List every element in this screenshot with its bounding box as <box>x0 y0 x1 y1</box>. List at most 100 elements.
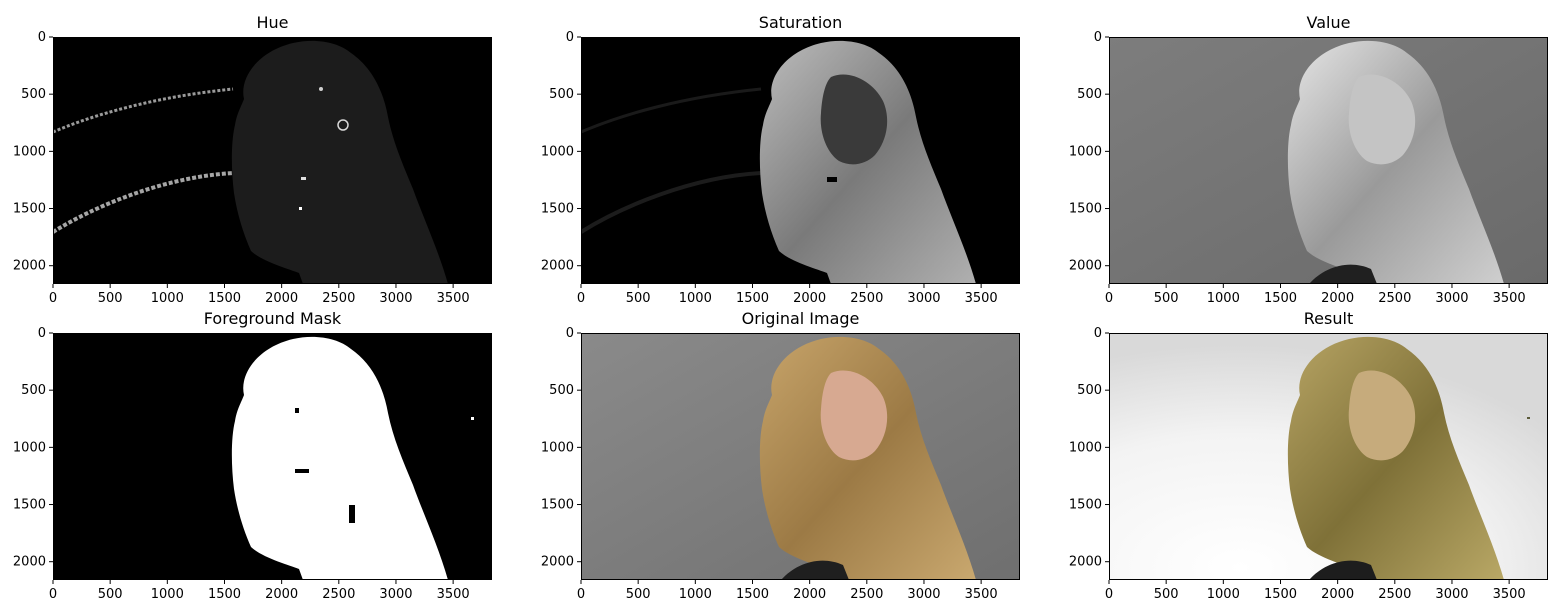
y-tick-label: 1500 <box>13 202 46 217</box>
panel-title: Value <box>1307 13 1351 32</box>
x-tick-label: 3000 <box>379 291 412 306</box>
y-tick-label: 2000 <box>1069 259 1102 274</box>
x-tick-label: 0 <box>577 587 585 602</box>
x-tick-label: 1000 <box>1207 291 1240 306</box>
axes-frame <box>53 333 492 580</box>
x-tick-label: 1500 <box>1264 587 1297 602</box>
value-channel-image <box>1109 37 1548 284</box>
y-tick-label: 1500 <box>541 498 574 513</box>
y-tick-label: 1000 <box>541 144 574 159</box>
y-tick-label: 1000 <box>1069 440 1102 455</box>
x-tick-label: 1500 <box>1264 291 1297 306</box>
x-tick-label: 1000 <box>1207 587 1240 602</box>
y-tick-label: 500 <box>549 87 574 102</box>
foreground-mask-panel: Foreground Mask 0 500 1000 1500 2000 2500 3000 3… <box>13 309 492 602</box>
hue-channel-panel: Hue 0 500 1000 1500 2000 2500 3000 3500 0 500 1000 1… <box>13 13 492 306</box>
y-tick-label: 2000 <box>1069 555 1102 570</box>
x-tick-label: 2000 <box>1321 587 1354 602</box>
y-tick-label: 500 <box>1077 383 1102 398</box>
y-tick-label: 0 <box>566 30 574 45</box>
x-tick-label: 2000 <box>793 291 826 306</box>
axes-frame <box>1109 333 1548 580</box>
y-tick-label: 1500 <box>1069 202 1102 217</box>
x-tick-label: 500 <box>626 291 651 306</box>
axes-frame <box>53 37 492 284</box>
x-tick-label: 2000 <box>265 291 298 306</box>
result-image-panel: Result 0 500 1000 1500 2000 2500 3000 3500 0 500 10… <box>1069 309 1548 602</box>
x-tick-label: 500 <box>98 291 123 306</box>
x-tick-label: 3500 <box>1493 291 1526 306</box>
x-tick-label: 0 <box>49 291 57 306</box>
x-tick-label: 3500 <box>965 291 998 306</box>
x-tick-label: 500 <box>626 587 651 602</box>
x-tick-label: 1500 <box>208 587 241 602</box>
x-tick-label: 0 <box>577 291 585 306</box>
x-tick-label: 3500 <box>437 587 470 602</box>
x-tick-label: 1000 <box>151 587 184 602</box>
x-tick-label: 2500 <box>322 291 355 306</box>
y-tick-label: 0 <box>38 30 46 45</box>
y-tick-label: 2000 <box>541 259 574 274</box>
y-tick-label: 0 <box>1094 30 1102 45</box>
y-tick-label: 2000 <box>13 259 46 274</box>
y-tick-label: 1500 <box>13 498 46 513</box>
y-tick-label: 0 <box>38 326 46 341</box>
x-tick-label: 0 <box>1105 291 1113 306</box>
y-tick-label: 0 <box>566 326 574 341</box>
panel-title: Result <box>1304 309 1353 328</box>
x-tick-label: 500 <box>98 587 123 602</box>
x-tick-label: 2500 <box>850 587 883 602</box>
x-tick-label: 1000 <box>151 291 184 306</box>
y-tick-label: 2000 <box>13 555 46 570</box>
y-tick-label: 500 <box>1077 87 1102 102</box>
x-tick-label: 2000 <box>265 587 298 602</box>
x-tick-label: 3500 <box>437 291 470 306</box>
x-tick-label: 3000 <box>907 291 940 306</box>
x-tick-label: 2000 <box>1321 291 1354 306</box>
x-tick-label: 3000 <box>1435 291 1468 306</box>
x-tick-label: 0 <box>1105 587 1113 602</box>
saturation-channel-image <box>581 37 1020 284</box>
y-tick-label: 500 <box>21 383 46 398</box>
x-tick-label: 2000 <box>793 587 826 602</box>
foreground-mask-image <box>53 333 492 580</box>
x-tick-label: 3500 <box>1493 587 1526 602</box>
y-tick-label: 500 <box>549 383 574 398</box>
x-tick-label: 500 <box>1154 587 1179 602</box>
x-tick-label: 1500 <box>208 291 241 306</box>
x-tick-label: 1000 <box>679 587 712 602</box>
y-tick-label: 1500 <box>1069 498 1102 513</box>
y-tick-label: 500 <box>21 87 46 102</box>
y-tick-label: 2000 <box>541 555 574 570</box>
y-tick-label: 1500 <box>541 202 574 217</box>
axes-frame <box>581 37 1020 284</box>
x-tick-label: 0 <box>49 587 57 602</box>
x-tick-label: 1500 <box>736 587 769 602</box>
axes-frame <box>1109 37 1548 284</box>
x-tick-label: 1500 <box>736 291 769 306</box>
saturation-channel-panel: Saturation 0 500 1000 1500 2000 2500 3000 3500 0 5… <box>541 13 1020 306</box>
x-tick-label: 3500 <box>965 587 998 602</box>
panel-title: Saturation <box>759 13 842 32</box>
panel-title: Original Image <box>742 309 860 328</box>
x-tick-label: 2500 <box>1378 291 1411 306</box>
x-tick-label: 500 <box>1154 291 1179 306</box>
x-tick-label: 3000 <box>1435 587 1468 602</box>
y-tick-label: 1000 <box>541 440 574 455</box>
x-tick-label: 2500 <box>1378 587 1411 602</box>
panel-title: Hue <box>256 13 288 32</box>
value-channel-panel: Value 0 500 1000 1500 2000 2500 3000 3500 0 500 100… <box>1069 13 1548 306</box>
x-tick-label: 3000 <box>907 587 940 602</box>
y-tick-label: 1000 <box>13 440 46 455</box>
panel-title: Foreground Mask <box>204 309 342 328</box>
y-tick-label: 0 <box>1094 326 1102 341</box>
x-tick-label: 1000 <box>679 291 712 306</box>
y-tick-label: 1000 <box>1069 144 1102 159</box>
x-tick-label: 2500 <box>322 587 355 602</box>
axes-frame <box>581 333 1020 580</box>
original-image-panel: Original Image 0 500 1000 1500 2000 2500 3000 35… <box>541 309 1020 602</box>
x-tick-label: 3000 <box>379 587 412 602</box>
y-tick-label: 1000 <box>13 144 46 159</box>
hue-channel-image <box>53 37 492 284</box>
